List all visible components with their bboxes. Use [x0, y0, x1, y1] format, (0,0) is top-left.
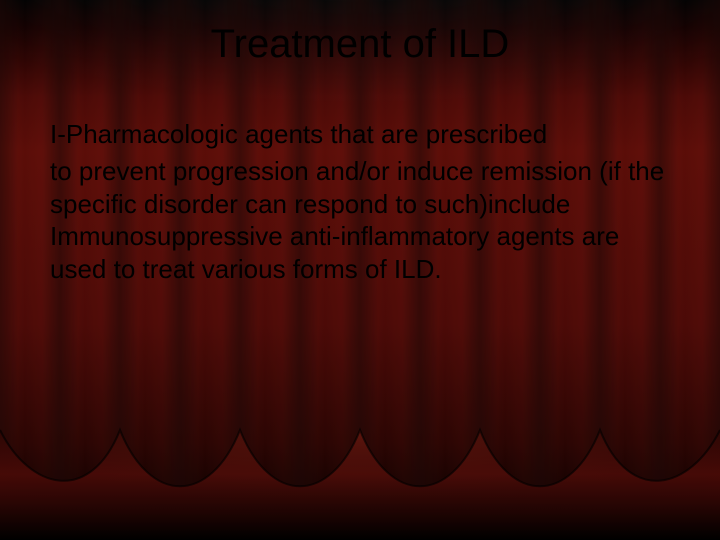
slide-title: Treatment of ILD: [0, 22, 720, 67]
curtain-bottom-swag: [0, 340, 720, 540]
body-line-1: I-Pharmacologic agents that are prescrib…: [50, 118, 670, 151]
slide-body: I-Pharmacologic agents that are prescrib…: [50, 118, 670, 290]
slide: Treatment of ILD I-Pharmacologic agents …: [0, 0, 720, 540]
body-rest: to prevent progression and/or induce rem…: [50, 155, 670, 286]
